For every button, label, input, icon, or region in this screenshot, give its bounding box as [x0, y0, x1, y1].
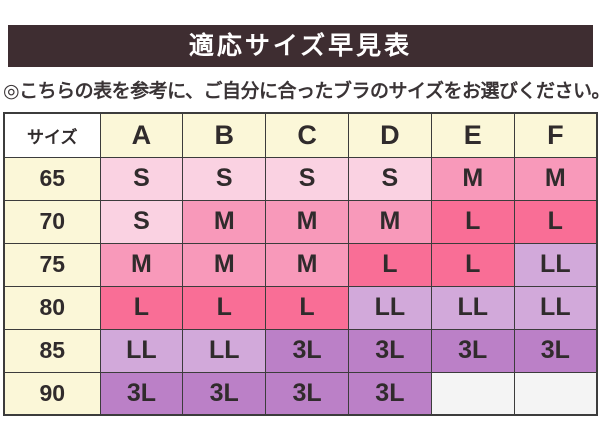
size-value-cell: M [265, 242, 349, 287]
size-value-cell: L [430, 242, 515, 287]
size-value-cell: L [347, 242, 432, 287]
size-value-cell: LL [430, 285, 515, 330]
size-chart-table: サイズ A B C D E F 65 S S S S M M 70 S M M … [3, 112, 598, 416]
column-header-e: E [430, 112, 515, 158]
row-label-75: 75 [3, 242, 101, 287]
size-value-cell: LL [99, 328, 184, 373]
table-row: 75 M M M L L LL [3, 242, 598, 287]
size-value-cell: 3L [99, 371, 184, 416]
size-value-cell: 3L [182, 371, 267, 416]
size-value-cell: M [265, 199, 349, 244]
size-value-cell: M [182, 199, 267, 244]
table-header-row: サイズ A B C D E F [3, 112, 598, 158]
column-header-a: A [99, 112, 184, 158]
subtitle: ◎こちらの表を参考に、ご自分に合ったブラのサイズをお選びください。 [3, 81, 600, 102]
size-value-cell: L [265, 285, 349, 330]
row-label-65: 65 [3, 156, 101, 201]
size-value-cell: LL [347, 285, 432, 330]
size-value-cell: 3L [265, 371, 349, 416]
size-value-cell: L [430, 199, 515, 244]
size-value-cell: 3L [513, 328, 598, 373]
title-bar: 適応サイズ早見表 [8, 25, 593, 67]
size-value-cell: L [99, 285, 184, 330]
size-value-cell: 3L [430, 328, 515, 373]
size-value-cell: M [347, 199, 432, 244]
size-value-cell: M [99, 242, 184, 287]
table-row: 80 L L L LL LL LL [3, 285, 598, 330]
column-header-c: C [265, 112, 349, 158]
column-header-d: D [347, 112, 432, 158]
size-value-cell [430, 371, 515, 416]
size-value-cell: LL [513, 242, 598, 287]
table-row: 85 LL LL 3L 3L 3L 3L [3, 328, 598, 373]
corner-header-size: サイズ [3, 112, 101, 158]
size-value-cell: 3L [347, 328, 432, 373]
size-value-cell: 3L [347, 371, 432, 416]
size-value-cell: S [182, 156, 267, 201]
size-value-cell: S [99, 199, 184, 244]
column-header-f: F [513, 112, 598, 158]
column-header-b: B [182, 112, 267, 158]
row-label-70: 70 [3, 199, 101, 244]
row-label-85: 85 [3, 328, 101, 373]
size-value-cell: S [99, 156, 184, 201]
table-row: 65 S S S S M M [3, 156, 598, 201]
size-value-cell: LL [182, 328, 267, 373]
size-value-cell: 3L [265, 328, 349, 373]
size-value-cell: M [182, 242, 267, 287]
size-value-cell: S [265, 156, 349, 201]
row-label-80: 80 [3, 285, 101, 330]
row-label-90: 90 [3, 371, 101, 416]
size-value-cell: S [347, 156, 432, 201]
table-row: 70 S M M M L L [3, 199, 598, 244]
size-value-cell: M [430, 156, 515, 201]
size-value-cell: M [513, 156, 598, 201]
size-value-cell: L [513, 199, 598, 244]
table-row: 90 3L 3L 3L 3L [3, 371, 598, 416]
size-value-cell [513, 371, 598, 416]
size-value-cell: L [182, 285, 267, 330]
size-value-cell: LL [513, 285, 598, 330]
page-title: 適応サイズ早見表 [188, 31, 413, 60]
